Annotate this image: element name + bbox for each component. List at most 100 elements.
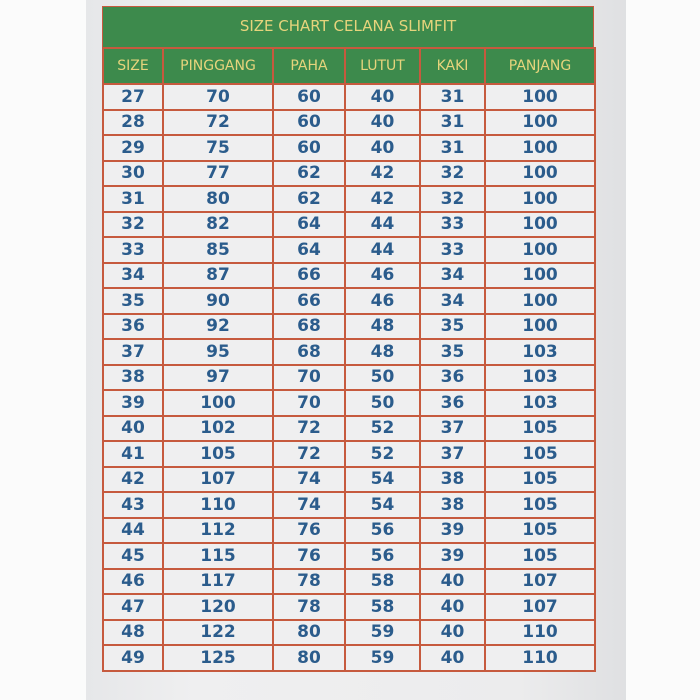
table-cell: 105 — [162, 440, 274, 468]
table-row: 47 120 78 58 40 107 — [102, 593, 596, 621]
table-cell: 105 — [484, 414, 596, 442]
table-cell: 41 — [102, 440, 164, 468]
table-row: 40 102 72 52 37 105 — [102, 414, 596, 442]
table-row: 48 122 80 59 40 110 — [102, 618, 596, 646]
column-header: PANJANG — [484, 47, 596, 85]
table-cell: 100 — [484, 159, 596, 187]
table-row: 34 87 66 46 34 100 — [102, 261, 596, 289]
table-cell: 34 — [419, 261, 486, 289]
table-cell: 52 — [344, 440, 421, 468]
table-cell: 70 — [272, 389, 346, 417]
table-cell: 112 — [162, 516, 274, 544]
table-cell: 29 — [102, 134, 164, 162]
table-cell: 120 — [162, 593, 274, 621]
table-cell: 58 — [344, 567, 421, 595]
table-cell: 40 — [419, 567, 486, 595]
table-cell: 42 — [102, 465, 164, 493]
table-cell: 48 — [102, 618, 164, 646]
table-cell: 36 — [419, 389, 486, 417]
table-cell: 43 — [102, 491, 164, 519]
table-cell: 122 — [162, 618, 274, 646]
table-row: 45 115 76 56 39 105 — [102, 542, 596, 570]
table-cell: 54 — [344, 465, 421, 493]
table-cell: 105 — [484, 465, 596, 493]
table-cell: 28 — [102, 108, 164, 136]
table-cell: 60 — [272, 134, 346, 162]
table-cell: 30 — [102, 159, 164, 187]
table-cell: 42 — [344, 185, 421, 213]
table-cell: 46 — [344, 261, 421, 289]
table-cell: 44 — [344, 210, 421, 238]
table-cell: 117 — [162, 567, 274, 595]
table-cell: 82 — [162, 210, 274, 238]
table-cell: 100 — [484, 261, 596, 289]
table-cell: 100 — [484, 83, 596, 111]
table-cell: 60 — [272, 83, 346, 111]
table-row: 44 112 76 56 39 105 — [102, 516, 596, 544]
table-row: 28 72 60 40 31 100 — [102, 108, 596, 136]
table-cell: 100 — [484, 185, 596, 213]
table-row: 37 95 68 48 35 103 — [102, 338, 596, 366]
table-cell: 40 — [419, 593, 486, 621]
table-cell: 39 — [419, 516, 486, 544]
table-cell: 38 — [419, 465, 486, 493]
table-cell: 50 — [344, 389, 421, 417]
table-cell: 66 — [272, 287, 346, 315]
table-cell: 125 — [162, 644, 274, 672]
table-cell: 31 — [419, 108, 486, 136]
table-cell: 44 — [344, 236, 421, 264]
table-cell: 35 — [102, 287, 164, 315]
table-cell: 31 — [419, 83, 486, 111]
column-header: LUTUT — [344, 47, 421, 85]
table-cell: 78 — [272, 593, 346, 621]
table-row: 30 77 62 42 32 100 — [102, 159, 596, 187]
table-cell: 105 — [484, 440, 596, 468]
table-cell: 40 — [419, 618, 486, 646]
table-row: 36 92 68 48 35 100 — [102, 312, 596, 340]
chart-title: SIZE CHART CELANA SLIMFIT — [102, 6, 594, 47]
table-cell: 33 — [419, 236, 486, 264]
table-cell: 72 — [272, 440, 346, 468]
table-row: 32 82 64 44 33 100 — [102, 210, 596, 238]
table-cell: 32 — [102, 210, 164, 238]
table-cell: 100 — [162, 389, 274, 417]
table-cell: 35 — [419, 312, 486, 340]
table-cell: 103 — [484, 363, 596, 391]
table-cell: 100 — [484, 210, 596, 238]
table-cell: 38 — [102, 363, 164, 391]
table-cell: 68 — [272, 338, 346, 366]
table-cell: 85 — [162, 236, 274, 264]
table-cell: 33 — [419, 210, 486, 238]
table-cell: 62 — [272, 159, 346, 187]
table-row: 46 117 78 58 40 107 — [102, 567, 596, 595]
table-row: 29 75 60 40 31 100 — [102, 134, 596, 162]
table-cell: 110 — [484, 644, 596, 672]
table-cell: 90 — [162, 287, 274, 315]
table-cell: 48 — [344, 312, 421, 340]
table-row: 35 90 66 46 34 100 — [102, 287, 596, 315]
table-cell: 59 — [344, 618, 421, 646]
table-cell: 60 — [272, 108, 346, 136]
table-cell: 39 — [102, 389, 164, 417]
column-header: PINGGANG — [162, 47, 274, 85]
column-header: SIZE — [102, 47, 164, 85]
table-cell: 70 — [162, 83, 274, 111]
table-row: 41 105 72 52 37 105 — [102, 440, 596, 468]
table-cell: 54 — [344, 491, 421, 519]
table-cell: 39 — [419, 542, 486, 570]
table-cell: 72 — [272, 414, 346, 442]
table-cell: 31 — [102, 185, 164, 213]
table-cell: 76 — [272, 542, 346, 570]
table-cell: 105 — [484, 516, 596, 544]
table-cell: 48 — [344, 338, 421, 366]
table-cell: 40 — [102, 414, 164, 442]
table-row: 31 80 62 42 32 100 — [102, 185, 596, 213]
table-cell: 74 — [272, 465, 346, 493]
table-cell: 62 — [272, 185, 346, 213]
table-cell: 64 — [272, 236, 346, 264]
table-cell: 49 — [102, 644, 164, 672]
table-cell: 31 — [419, 134, 486, 162]
table-cell: 107 — [162, 465, 274, 493]
table-cell: 38 — [419, 491, 486, 519]
table-cell: 40 — [419, 644, 486, 672]
